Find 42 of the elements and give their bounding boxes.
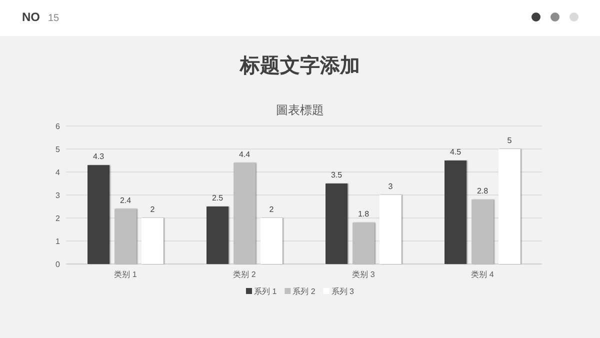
- text: 15: [48, 13, 60, 24]
- y-tick-label: 6: [56, 122, 61, 131]
- x-tick-label: 类别 4: [471, 270, 494, 279]
- data-label: 4.4: [238, 150, 251, 159]
- bar: [498, 149, 520, 264]
- legend-label: 系列 1: [254, 287, 278, 296]
- legend-label: 系列 2: [292, 287, 316, 296]
- y-tick-label: 3: [56, 191, 61, 200]
- bar: [260, 218, 282, 264]
- data-label: 2: [269, 205, 274, 214]
- data-label: 2.8: [476, 186, 489, 196]
- y-tick-label: 4: [56, 168, 61, 177]
- y-tick-label: 5: [56, 145, 61, 154]
- data-label: 5: [507, 136, 512, 145]
- data-label: 2.5: [212, 194, 224, 202]
- bar: [472, 200, 494, 264]
- data-label: 4.5: [450, 148, 462, 156]
- data-label: 3: [388, 182, 394, 191]
- bar: [206, 206, 228, 264]
- y-tick-label: 2: [56, 214, 61, 223]
- bar: [444, 160, 466, 264]
- bar: [234, 162, 256, 264]
- data-label: 2: [150, 205, 156, 214]
- chart-subtitle: 圖表標題: [276, 103, 324, 117]
- chart-title: 标题文字添加: [239, 54, 360, 77]
- x-tick-label: 类别 1: [114, 270, 138, 279]
- y-tick-label: 0: [56, 260, 61, 269]
- bar: [88, 165, 110, 264]
- bar: [142, 218, 164, 264]
- data-label: 3.5: [330, 170, 343, 180]
- bar: [380, 195, 402, 264]
- x-tick-label: 类别 2: [233, 270, 256, 279]
- y-tick-label: 1: [56, 237, 61, 246]
- bar: [352, 222, 374, 264]
- bar: [114, 208, 136, 264]
- x-tick-label: 类别 3: [352, 270, 376, 279]
- data-label: 1.8: [358, 210, 370, 219]
- data-label: 4.3: [92, 152, 105, 162]
- data-label: 2.4: [120, 196, 132, 205]
- bar: [326, 184, 348, 264]
- text: NO: [22, 10, 40, 24]
- legend-label: 系列 3: [331, 287, 355, 296]
